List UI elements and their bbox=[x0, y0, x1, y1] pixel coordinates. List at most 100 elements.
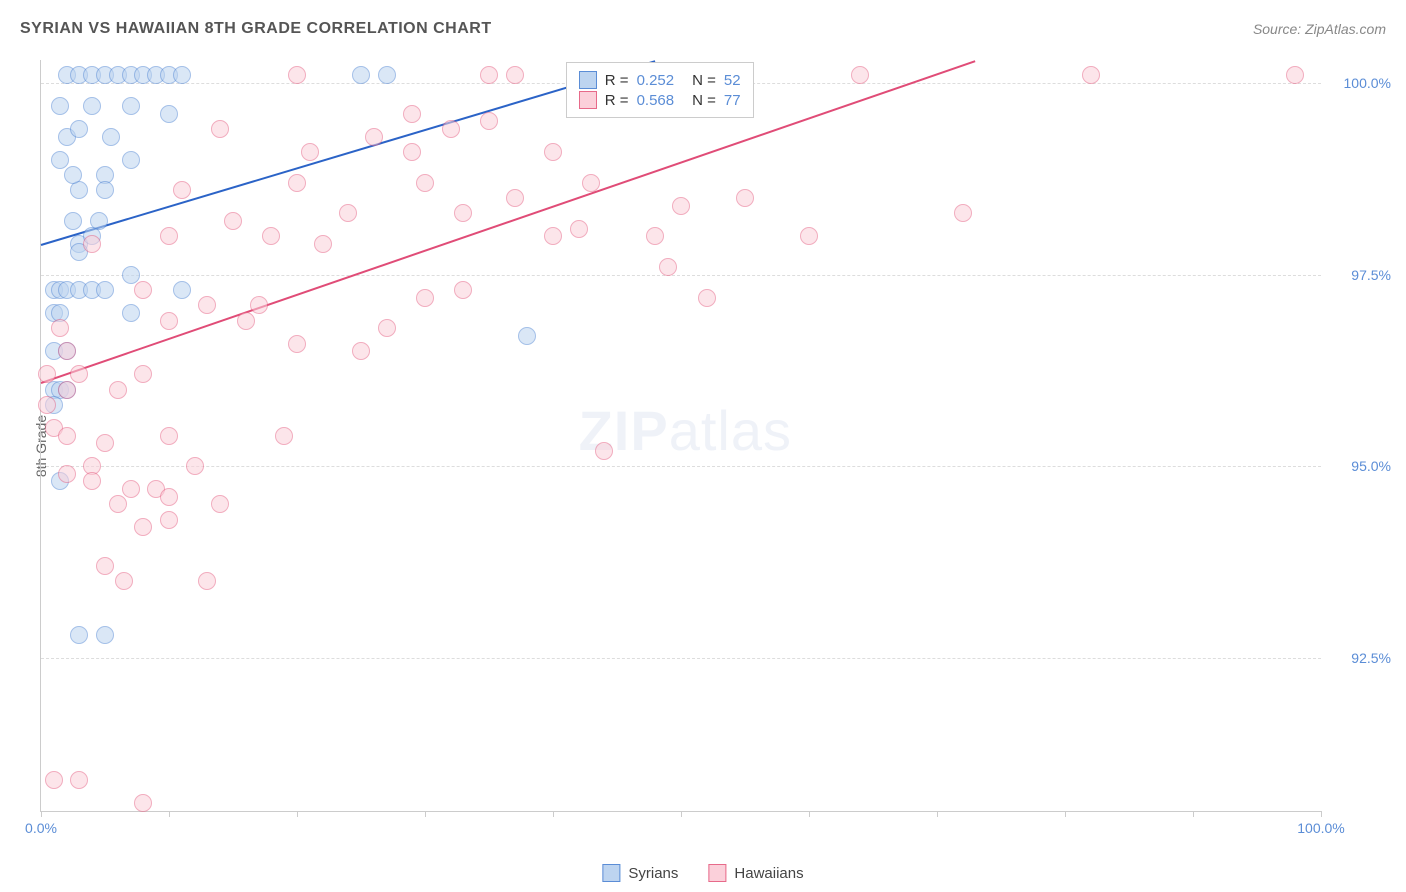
chart-source: Source: ZipAtlas.com bbox=[1253, 21, 1386, 37]
scatter-point bbox=[51, 97, 69, 115]
stats-swatch bbox=[579, 71, 597, 89]
scatter-point bbox=[58, 427, 76, 445]
scatter-point bbox=[160, 427, 178, 445]
scatter-point bbox=[102, 128, 120, 146]
scatter-point bbox=[314, 235, 332, 253]
stats-r-value: 0.568 bbox=[637, 92, 675, 109]
chart-container: ZIPatlas 92.5%95.0%97.5%100.0%0.0%100.0%… bbox=[40, 60, 1396, 842]
scatter-point bbox=[122, 304, 140, 322]
trend-line bbox=[41, 60, 976, 384]
scatter-point bbox=[659, 258, 677, 276]
x-tick bbox=[1065, 811, 1066, 817]
scatter-point bbox=[378, 319, 396, 337]
x-tick bbox=[425, 811, 426, 817]
chart-title: SYRIAN VS HAWAIIAN 8TH GRADE CORRELATION… bbox=[20, 20, 492, 38]
scatter-point bbox=[109, 495, 127, 513]
scatter-point bbox=[480, 66, 498, 84]
stats-r-label: R = bbox=[605, 92, 629, 109]
scatter-point bbox=[570, 220, 588, 238]
scatter-point bbox=[198, 296, 216, 314]
scatter-point bbox=[365, 128, 383, 146]
x-tick-label: 0.0% bbox=[25, 820, 57, 836]
scatter-point bbox=[339, 204, 357, 222]
scatter-point bbox=[506, 189, 524, 207]
stats-box: R =0.252N =52R =0.568N =77 bbox=[566, 62, 754, 118]
scatter-point bbox=[518, 327, 536, 345]
legend-label-hawaiians: Hawaiians bbox=[734, 865, 803, 882]
x-tick bbox=[681, 811, 682, 817]
scatter-point bbox=[160, 312, 178, 330]
scatter-point bbox=[160, 105, 178, 123]
stats-n-label: N = bbox=[692, 92, 716, 109]
scatter-point bbox=[122, 266, 140, 284]
gridline bbox=[41, 275, 1321, 276]
scatter-point bbox=[378, 66, 396, 84]
scatter-point bbox=[851, 66, 869, 84]
x-tick bbox=[297, 811, 298, 817]
scatter-point bbox=[173, 66, 191, 84]
scatter-point bbox=[672, 197, 690, 215]
scatter-point bbox=[160, 227, 178, 245]
scatter-point bbox=[115, 572, 133, 590]
scatter-point bbox=[454, 281, 472, 299]
gridline bbox=[41, 658, 1321, 659]
y-tick-label: 95.0% bbox=[1351, 458, 1391, 474]
scatter-point bbox=[480, 112, 498, 130]
scatter-point bbox=[70, 181, 88, 199]
legend-item-syrians: Syrians bbox=[602, 864, 678, 882]
scatter-point bbox=[544, 227, 562, 245]
stats-row: R = 0.568 N = 77 bbox=[579, 91, 741, 109]
scatter-point bbox=[38, 365, 56, 383]
scatter-point bbox=[122, 480, 140, 498]
legend-swatch-hawaiians bbox=[708, 864, 726, 882]
scatter-point bbox=[64, 166, 82, 184]
scatter-point bbox=[698, 289, 716, 307]
gridline bbox=[41, 466, 1321, 467]
scatter-point bbox=[38, 396, 56, 414]
scatter-point bbox=[1286, 66, 1304, 84]
scatter-point bbox=[352, 66, 370, 84]
scatter-point bbox=[800, 227, 818, 245]
scatter-point bbox=[275, 427, 293, 445]
scatter-point bbox=[211, 495, 229, 513]
scatter-point bbox=[96, 181, 114, 199]
x-tick bbox=[169, 811, 170, 817]
scatter-point bbox=[301, 143, 319, 161]
scatter-point bbox=[134, 794, 152, 812]
scatter-point bbox=[646, 227, 664, 245]
scatter-point bbox=[45, 771, 63, 789]
scatter-point bbox=[58, 465, 76, 483]
x-tick bbox=[1193, 811, 1194, 817]
scatter-point bbox=[64, 212, 82, 230]
scatter-point bbox=[70, 120, 88, 138]
scatter-point bbox=[211, 120, 229, 138]
scatter-point bbox=[58, 381, 76, 399]
scatter-point bbox=[160, 488, 178, 506]
scatter-point bbox=[544, 143, 562, 161]
y-tick-label: 100.0% bbox=[1344, 75, 1391, 91]
scatter-point bbox=[954, 204, 972, 222]
stats-swatch bbox=[579, 91, 597, 109]
scatter-point bbox=[403, 105, 421, 123]
scatter-point bbox=[582, 174, 600, 192]
y-tick-label: 92.5% bbox=[1351, 650, 1391, 666]
stats-r-label: R = bbox=[605, 72, 629, 89]
stats-n-label: N = bbox=[692, 72, 716, 89]
scatter-point bbox=[134, 281, 152, 299]
x-tick bbox=[1321, 811, 1322, 817]
scatter-point bbox=[83, 97, 101, 115]
x-tick bbox=[809, 811, 810, 817]
scatter-point bbox=[83, 472, 101, 490]
scatter-point bbox=[96, 434, 114, 452]
scatter-point bbox=[1082, 66, 1100, 84]
plot-area: ZIPatlas 92.5%95.0%97.5%100.0%0.0%100.0%… bbox=[40, 60, 1321, 812]
scatter-point bbox=[416, 174, 434, 192]
scatter-point bbox=[173, 181, 191, 199]
scatter-point bbox=[736, 189, 754, 207]
stats-n-value: 77 bbox=[724, 92, 741, 109]
scatter-point bbox=[51, 151, 69, 169]
legend-item-hawaiians: Hawaiians bbox=[708, 864, 803, 882]
legend-label-syrians: Syrians bbox=[628, 865, 678, 882]
scatter-point bbox=[83, 235, 101, 253]
stats-row: R =0.252N =52 bbox=[579, 71, 741, 89]
